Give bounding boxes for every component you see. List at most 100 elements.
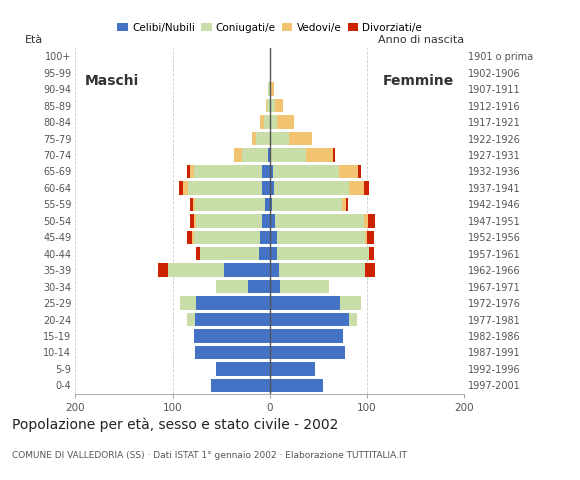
Bar <box>270 99 274 112</box>
Bar <box>192 230 194 244</box>
Bar <box>270 165 273 178</box>
Bar <box>349 181 364 194</box>
Bar <box>194 165 262 178</box>
Bar <box>270 280 280 293</box>
Bar <box>268 83 270 96</box>
Bar <box>195 346 270 359</box>
Bar <box>270 214 274 228</box>
Bar <box>270 362 316 376</box>
Text: Maschi: Maschi <box>85 74 139 88</box>
Text: Età: Età <box>25 35 43 45</box>
Bar <box>216 280 248 293</box>
Bar <box>270 198 271 211</box>
Bar <box>270 230 277 244</box>
Bar <box>195 313 270 326</box>
Legend: Celibi/Nubili, Coniugati/e, Vedovi/e, Divorziati/e: Celibi/Nubili, Coniugati/e, Vedovi/e, Di… <box>113 19 426 37</box>
Bar <box>270 247 277 261</box>
Bar <box>266 99 267 112</box>
Bar <box>187 165 190 178</box>
Bar <box>234 148 242 162</box>
Bar <box>271 198 342 211</box>
Bar <box>289 132 313 145</box>
Bar <box>216 362 270 376</box>
Bar <box>248 280 270 293</box>
Bar <box>270 66 271 79</box>
Bar <box>346 198 349 211</box>
Bar <box>270 83 271 96</box>
Bar <box>267 99 270 112</box>
Bar <box>200 247 259 261</box>
Bar <box>270 181 274 194</box>
Text: COMUNE DI VALLEDORIA (SS) · Dati ISTAT 1° gennaio 2002 · Elaborazione TUTTITALIA: COMUNE DI VALLEDORIA (SS) · Dati ISTAT 1… <box>12 451 407 460</box>
Bar <box>349 313 357 326</box>
Bar <box>179 181 183 194</box>
Bar <box>187 230 192 244</box>
Bar <box>270 148 306 162</box>
Bar <box>277 230 365 244</box>
Bar <box>271 83 274 96</box>
Bar <box>274 99 283 112</box>
Bar <box>270 313 349 326</box>
Bar <box>333 148 335 162</box>
Bar <box>270 115 277 129</box>
Bar <box>273 165 339 178</box>
Bar <box>274 214 364 228</box>
Bar <box>194 214 196 228</box>
Bar <box>260 115 264 129</box>
Bar <box>264 115 270 129</box>
Bar <box>265 198 270 211</box>
Bar <box>196 247 200 261</box>
Bar <box>194 230 260 244</box>
Bar <box>190 165 194 178</box>
Text: Anno di nascita: Anno di nascita <box>378 35 464 45</box>
Bar <box>242 148 268 162</box>
Bar <box>364 214 368 228</box>
Bar <box>365 264 375 277</box>
Bar <box>367 230 374 244</box>
Text: Popolazione per età, sesso e stato civile - 2002: Popolazione per età, sesso e stato civil… <box>12 418 338 432</box>
Bar <box>270 296 340 310</box>
Bar <box>224 264 270 277</box>
Bar <box>270 329 343 343</box>
Bar <box>190 214 194 228</box>
Bar <box>277 115 294 129</box>
Bar <box>259 247 270 261</box>
Bar <box>358 165 361 178</box>
Bar <box>268 148 270 162</box>
Bar <box>194 329 270 343</box>
Bar <box>270 132 289 145</box>
Bar <box>280 264 365 277</box>
Bar <box>195 198 265 211</box>
Text: Femmine: Femmine <box>383 74 454 88</box>
Bar <box>280 280 329 293</box>
Bar <box>369 247 374 261</box>
Bar <box>368 214 375 228</box>
Bar <box>342 198 346 211</box>
Bar <box>190 198 193 211</box>
Bar <box>187 313 195 326</box>
Bar <box>193 198 195 211</box>
Bar <box>260 230 270 244</box>
Bar <box>168 264 224 277</box>
Bar <box>270 264 280 277</box>
Bar <box>340 296 361 310</box>
Bar <box>270 379 323 392</box>
Bar <box>262 214 270 228</box>
Bar <box>274 181 349 194</box>
Bar <box>262 165 270 178</box>
Bar <box>180 296 196 310</box>
Bar <box>252 132 256 145</box>
Bar <box>270 346 345 359</box>
Bar <box>183 181 188 194</box>
Bar <box>158 264 168 277</box>
Bar <box>188 181 262 194</box>
Bar <box>256 132 270 145</box>
Bar <box>196 296 270 310</box>
Bar <box>277 247 369 261</box>
Bar <box>365 230 367 244</box>
Bar <box>339 165 358 178</box>
Bar <box>196 214 262 228</box>
Bar <box>262 181 270 194</box>
Bar <box>212 379 270 392</box>
Bar <box>364 181 369 194</box>
